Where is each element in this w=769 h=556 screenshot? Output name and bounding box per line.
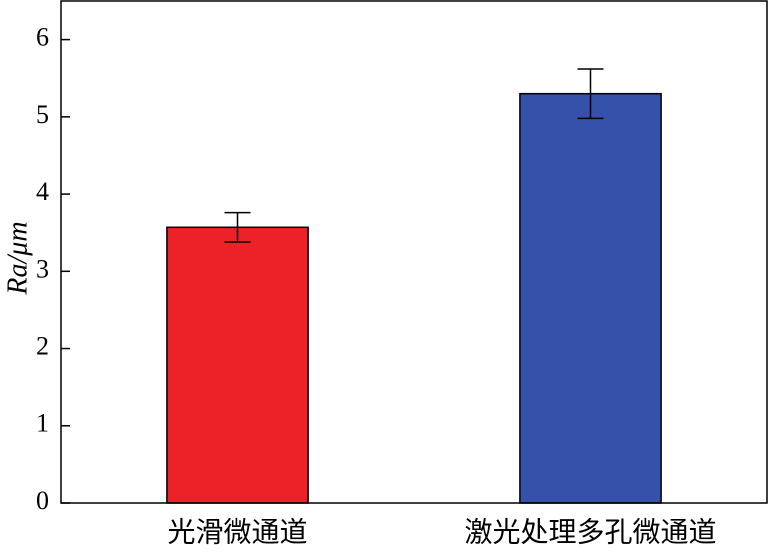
x-tick-label: 光滑微通道 bbox=[167, 516, 307, 548]
x-tick-label: 激光处理多孔微通道 bbox=[464, 516, 716, 548]
bar bbox=[519, 92, 662, 504]
y-tick-label: 2 bbox=[36, 332, 49, 361]
y-tick-label: 6 bbox=[36, 23, 49, 52]
bar bbox=[166, 226, 309, 504]
y-tick-label: 1 bbox=[36, 409, 49, 438]
plot-frame bbox=[60, 0, 768, 504]
y-tick-label: 3 bbox=[36, 254, 49, 283]
y-tick-label: 5 bbox=[36, 100, 49, 129]
y-axis-label: Ra/μm bbox=[2, 221, 33, 295]
y-tick-label: 0 bbox=[36, 486, 49, 515]
y-tick-label: 4 bbox=[36, 177, 49, 206]
